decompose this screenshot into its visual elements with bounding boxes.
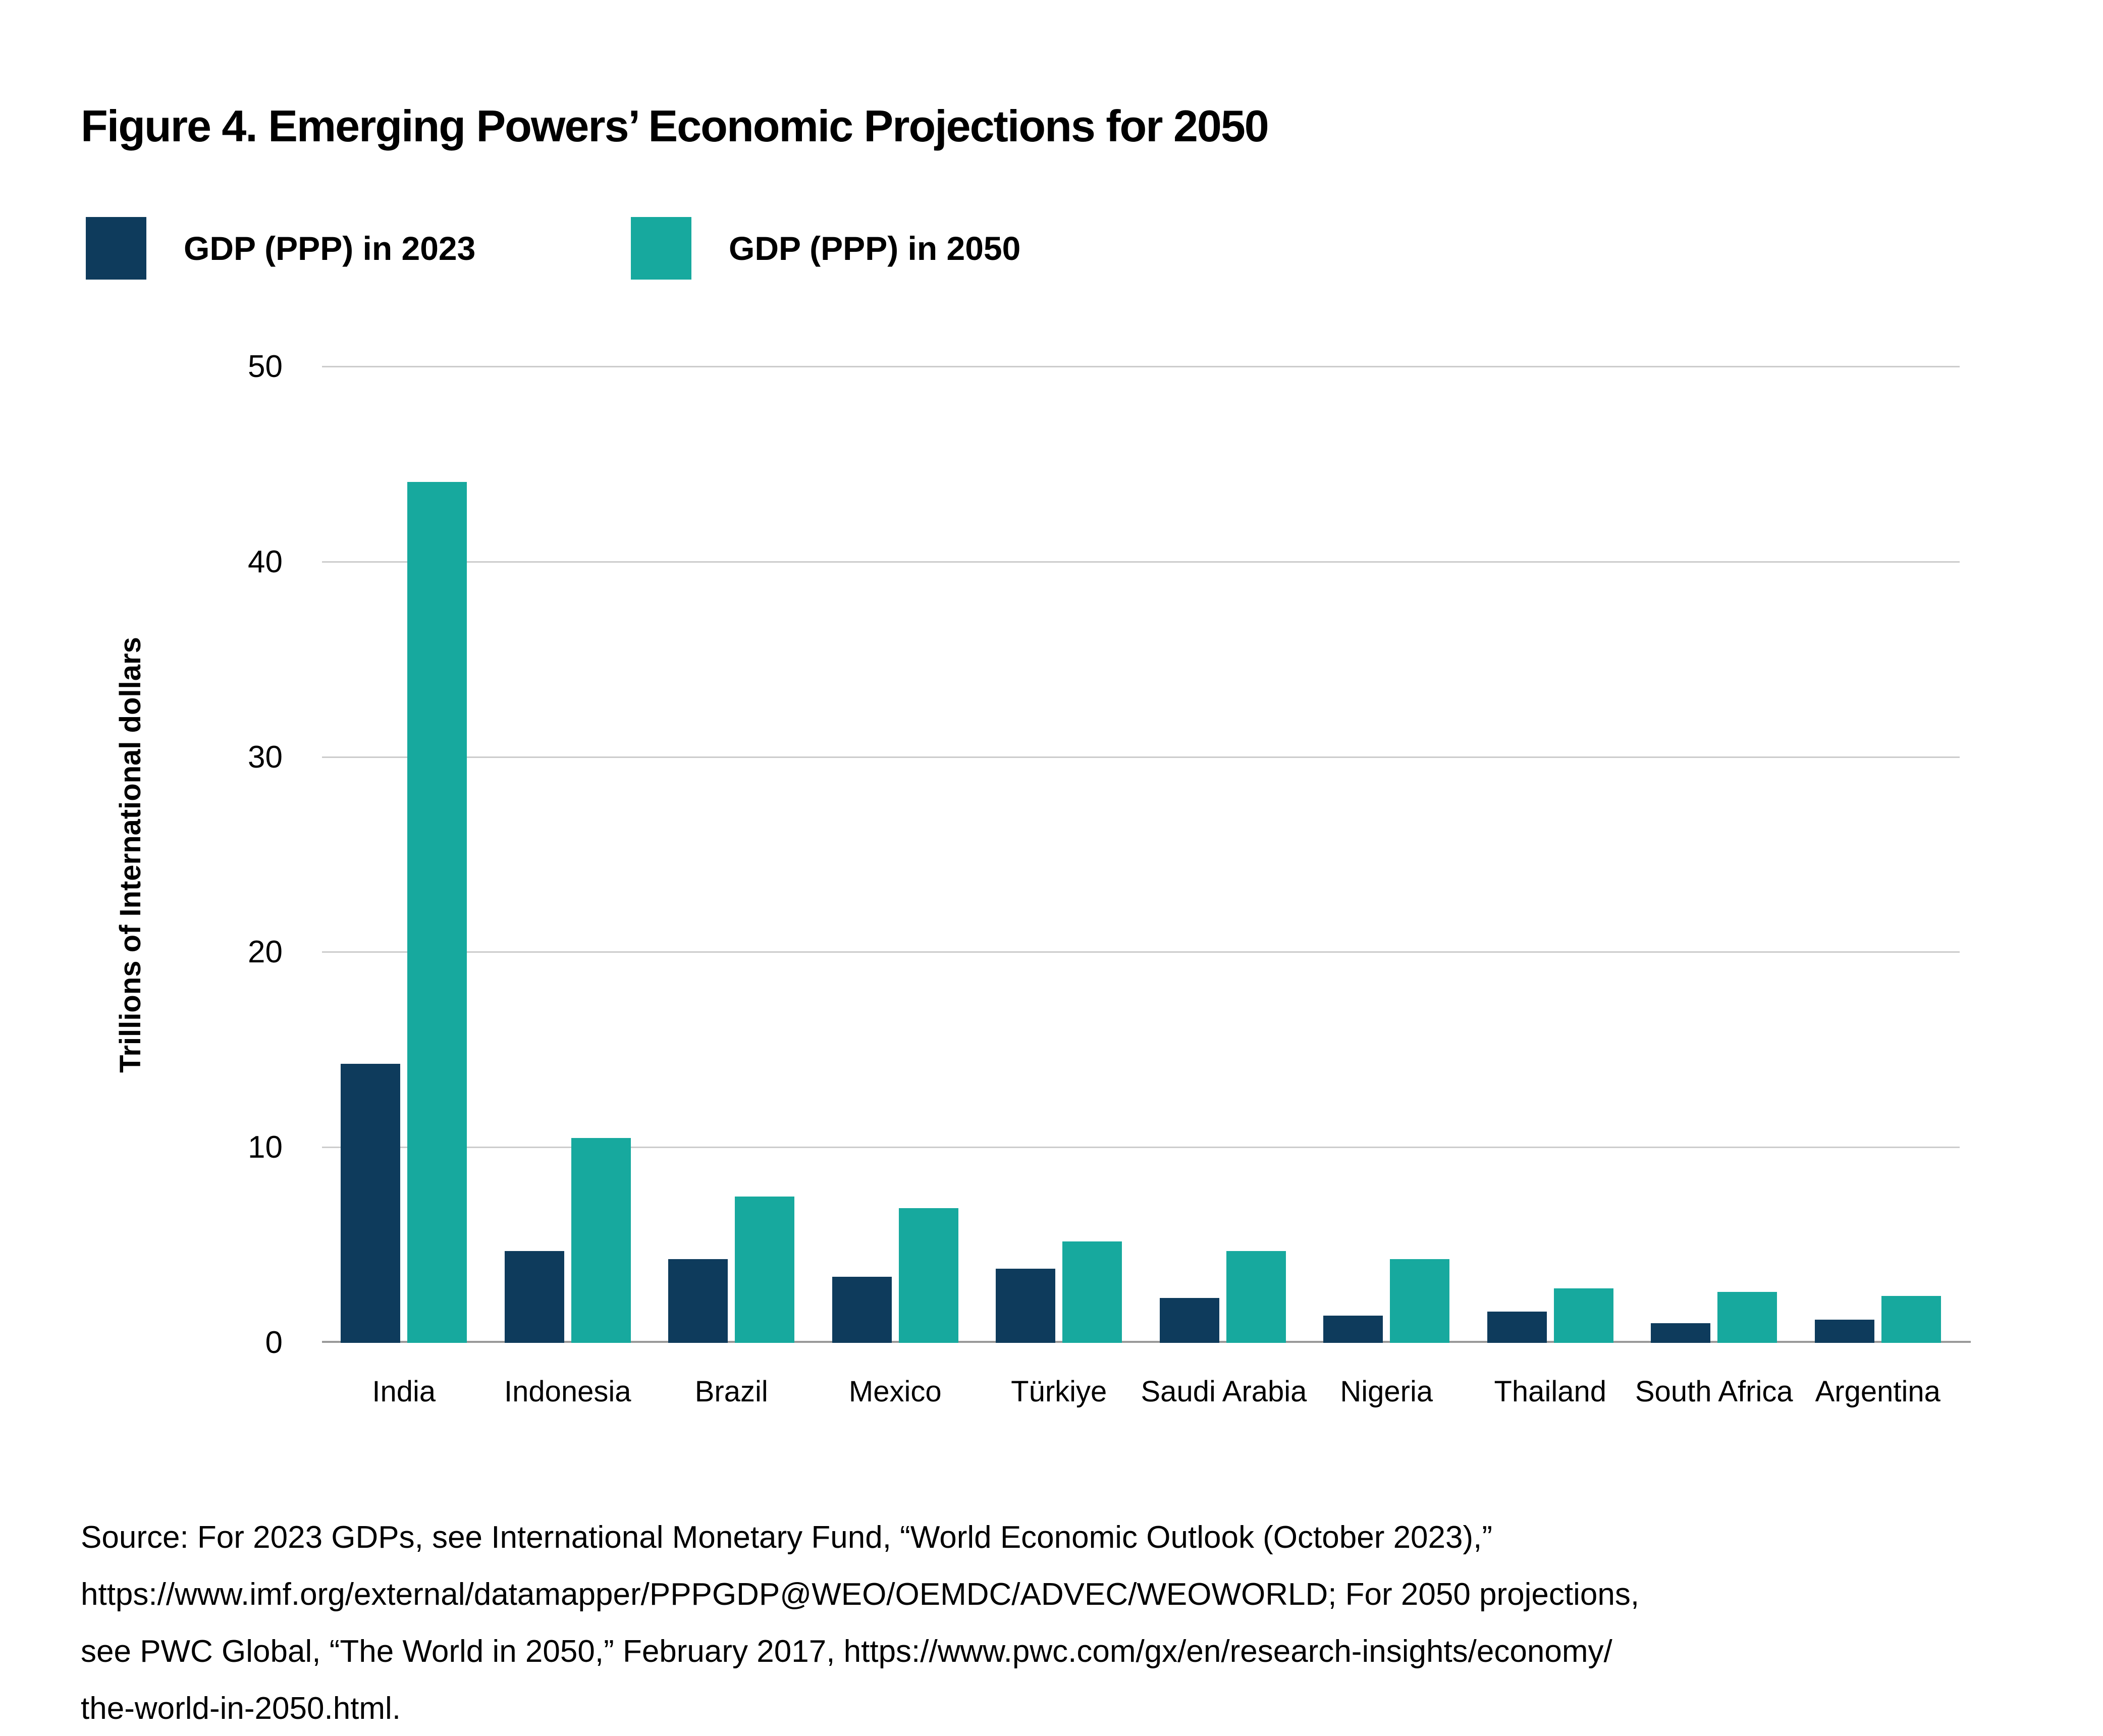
bar-2023-thailand xyxy=(1487,1312,1547,1343)
figure-title: Figure 4. Emerging Powers’ Economic Proj… xyxy=(81,100,1269,151)
y-tick-label-40: 40 xyxy=(248,544,283,579)
bar-2023-nigeria xyxy=(1323,1315,1383,1343)
bar-2023-saudi-arabia xyxy=(1159,1298,1219,1343)
bar-2050-indonesia xyxy=(571,1137,631,1343)
x-tick-label-nigeria: Nigeria xyxy=(1340,1375,1433,1408)
bar-2023-south-africa xyxy=(1651,1323,1711,1343)
x-tick-label-saudi-arabia: Saudi Arabia xyxy=(1141,1375,1307,1408)
gridline-50 xyxy=(322,366,1960,367)
bar-2050-thailand xyxy=(1553,1288,1613,1343)
x-tick-label-mexico: Mexico xyxy=(848,1375,942,1408)
y-tick-label-50: 50 xyxy=(248,349,283,384)
bar-2023-argentina xyxy=(1814,1319,1874,1343)
x-tick-label-south-africa: South Africa xyxy=(1635,1375,1793,1408)
bar-2050-mexico xyxy=(898,1208,958,1343)
y-tick-label-20: 20 xyxy=(248,935,283,970)
legend-item-2050: GDP (PPP) in 2050 xyxy=(631,217,1020,280)
bar-2023-india xyxy=(341,1063,401,1343)
bar-2050-argentina xyxy=(1881,1296,1941,1343)
bar-2023-brazil xyxy=(668,1259,728,1343)
legend-label-2050: GDP (PPP) in 2050 xyxy=(729,230,1021,267)
y-axis-title: Trillions of International dollars xyxy=(114,637,147,1073)
bar-2023-mexico xyxy=(832,1276,892,1343)
source-line: Source: For 2023 GDPs, see International… xyxy=(81,1520,1493,1555)
source-line: the-world-in-2050.html. xyxy=(81,1691,401,1726)
gridline-20 xyxy=(322,951,1960,953)
legend-item-2023: GDP (PPP) in 2023 xyxy=(86,217,475,280)
x-tick-label-t-rkiye: Türkiye xyxy=(1011,1375,1107,1408)
bar-2023-indonesia xyxy=(504,1251,564,1343)
x-tick-label-india: India xyxy=(372,1375,436,1408)
x-tick-label-thailand: Thailand xyxy=(1494,1375,1606,1408)
bar-2050-south-africa xyxy=(1717,1292,1777,1343)
bar-2050-india xyxy=(407,482,467,1343)
bar-2023-t-rkiye xyxy=(996,1269,1056,1343)
x-tick-label-indonesia: Indonesia xyxy=(504,1375,631,1408)
source-line: see PWC Global, “The World in 2050,” Feb… xyxy=(81,1634,1612,1669)
legend-swatch-2023 xyxy=(86,217,146,280)
gridline-30 xyxy=(322,756,1960,758)
plot-area xyxy=(322,366,1971,1343)
x-axis-baseline xyxy=(322,1341,1971,1343)
bar-2050-saudi-arabia xyxy=(1226,1251,1286,1343)
legend-swatch-2050 xyxy=(631,217,691,280)
y-tick-label-30: 30 xyxy=(248,739,283,775)
x-tick-label-argentina: Argentina xyxy=(1815,1375,1940,1408)
gridline-40 xyxy=(322,561,1960,563)
bar-2050-brazil xyxy=(735,1196,795,1343)
legend-label-2023: GDP (PPP) in 2023 xyxy=(184,230,476,267)
source-note: Source: For 2023 GDPs, see International… xyxy=(81,1509,1999,1736)
bar-2050-nigeria xyxy=(1390,1259,1450,1343)
bar-2050-t-rkiye xyxy=(1062,1241,1122,1343)
y-tick-label-10: 10 xyxy=(248,1130,283,1165)
x-tick-label-brazil: Brazil xyxy=(694,1375,768,1408)
y-tick-label-0: 0 xyxy=(265,1325,283,1360)
gridline-10 xyxy=(322,1147,1960,1149)
source-line: https://www.imf.org/external/datamapper/… xyxy=(81,1577,1640,1612)
